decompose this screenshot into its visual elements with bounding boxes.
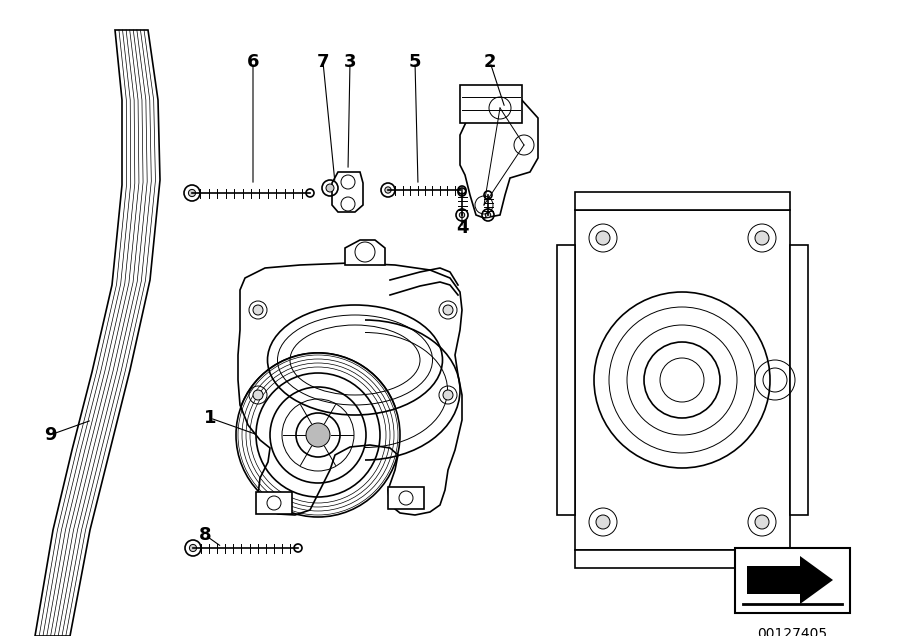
Text: 2: 2 xyxy=(484,53,496,71)
Circle shape xyxy=(755,231,769,245)
Circle shape xyxy=(189,544,196,551)
Text: 00127405: 00127405 xyxy=(758,627,828,636)
Circle shape xyxy=(253,305,263,315)
Bar xyxy=(460,85,522,123)
Circle shape xyxy=(755,515,769,529)
Text: 3: 3 xyxy=(344,53,356,71)
Polygon shape xyxy=(747,556,833,604)
Bar xyxy=(575,210,790,550)
Text: 1: 1 xyxy=(203,409,216,427)
Circle shape xyxy=(459,212,464,218)
Circle shape xyxy=(326,184,334,192)
Circle shape xyxy=(596,231,610,245)
Circle shape xyxy=(188,190,195,197)
Bar xyxy=(575,192,790,210)
Bar xyxy=(388,487,424,509)
Polygon shape xyxy=(345,240,385,265)
Bar xyxy=(575,550,790,568)
Bar xyxy=(256,492,292,514)
Polygon shape xyxy=(238,263,462,515)
Circle shape xyxy=(385,187,392,193)
Text: 5: 5 xyxy=(409,53,421,71)
Polygon shape xyxy=(332,172,363,212)
Circle shape xyxy=(485,212,490,218)
Text: 7: 7 xyxy=(317,53,329,71)
Text: 8: 8 xyxy=(199,526,212,544)
Circle shape xyxy=(306,423,330,447)
Text: 6: 6 xyxy=(247,53,259,71)
Polygon shape xyxy=(35,30,160,636)
Bar xyxy=(735,548,850,613)
Circle shape xyxy=(253,390,263,400)
Bar xyxy=(790,245,808,515)
Circle shape xyxy=(443,390,453,400)
Polygon shape xyxy=(460,92,538,218)
Circle shape xyxy=(443,305,453,315)
Text: 4: 4 xyxy=(455,219,468,237)
Bar xyxy=(557,245,575,515)
Circle shape xyxy=(596,515,610,529)
Text: 9: 9 xyxy=(44,426,56,444)
